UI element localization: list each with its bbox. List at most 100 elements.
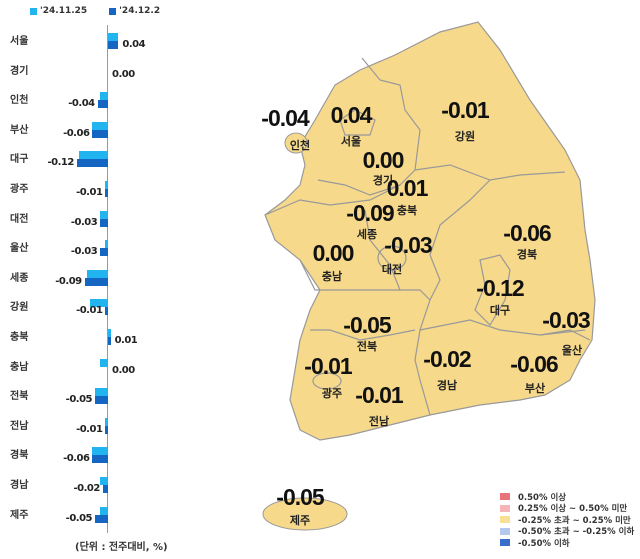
category-label: 서울: [10, 36, 29, 47]
map-legend: 0.50% 이상 0.25% 이상 ~ 0.50% 미만 -0.25% 초과 ~ 0…: [500, 491, 634, 549]
map-legend-item: -0.50% 초과 ~ -0.25% 이하: [500, 526, 634, 537]
data-label: -0.03: [70, 216, 98, 228]
region-value: -0.01: [355, 382, 403, 408]
bar-row: 인천 -0.04: [0, 89, 200, 119]
category-label: 대구: [10, 154, 29, 166]
region-name: 인천: [289, 139, 311, 152]
region-name: 경북: [516, 248, 538, 261]
data-label: -0.02: [73, 483, 100, 494]
map-legend-item: 0.25% 이상 ~ 0.50% 미만: [500, 503, 634, 514]
legend-swatch: [30, 7, 37, 15]
map-legend-item: -0.25% 초과 ~ 0.25% 미만: [500, 514, 634, 526]
bar-row: 세종 -0.09: [0, 267, 200, 297]
bar-prev: [92, 447, 108, 456]
bar-prev: [79, 151, 108, 160]
bar-curr: [105, 189, 108, 197]
data-label: -0.09: [55, 275, 82, 287]
bar-row: 경남 -0.02: [0, 474, 200, 504]
category-label: 강원: [10, 302, 29, 314]
legend-swatch: [500, 539, 510, 547]
bar-prev: [100, 506, 108, 515]
data-label: -0.06: [63, 453, 90, 465]
category-label: 부산: [10, 124, 29, 136]
category-label: 인천: [10, 95, 29, 107]
data-label: -0.03: [70, 246, 98, 258]
incheon-island-shape: [284, 132, 308, 154]
data-label: 0.00: [112, 68, 135, 80]
region-name: 광주: [321, 387, 343, 400]
category-label: 세종: [10, 272, 29, 284]
region-value: 0.00: [362, 147, 405, 173]
region-value: -0.01: [441, 97, 489, 123]
legend-swatch: [500, 504, 510, 512]
region-name: 울산: [561, 344, 583, 357]
category-label: 경기: [10, 65, 29, 77]
bar-row: 대전 -0.03: [0, 208, 200, 238]
region-name: 경남: [436, 379, 458, 392]
bar-prev: [87, 269, 108, 278]
data-label: 0.04: [122, 39, 146, 50]
data-label: -0.01: [76, 187, 103, 198]
bar-prev: [105, 240, 108, 249]
data-label: 0.01: [114, 335, 138, 346]
legend-swatch: [500, 516, 510, 524]
bar-curr: [108, 41, 119, 49]
legend-label: -0.50% 이하: [518, 538, 570, 549]
legend-item-prev: '24.11.25: [30, 6, 87, 16]
region-value: -0.06: [510, 351, 558, 377]
region-name: 경기: [372, 174, 394, 187]
map-legend-item: -0.50% 이하: [500, 537, 634, 549]
region-value: -0.09: [346, 200, 394, 226]
category-label: 전북: [10, 391, 29, 403]
bar-row: 전북 -0.05: [0, 385, 200, 415]
bar-row: 강원 -0.01: [0, 296, 200, 326]
region-name: 부산: [524, 382, 546, 395]
category-label: 충북: [10, 332, 29, 343]
region-name: 대구: [489, 304, 511, 317]
data-label: -0.05: [65, 512, 93, 524]
bar-prev: [100, 477, 108, 485]
data-label: -0.04: [68, 98, 95, 110]
bar-row: 충남 0.00: [0, 356, 200, 386]
category-label: 대전: [10, 213, 29, 225]
data-label: 0.00: [112, 364, 135, 376]
bar-prev: [89, 299, 108, 308]
region-name: 전북: [356, 340, 378, 353]
bar-row: 광주 -0.01: [0, 178, 200, 208]
bar-prev: [108, 329, 111, 337]
region-value: -0.12: [476, 275, 524, 301]
bar-row: 전남 -0.01: [0, 415, 200, 445]
bar-curr: [102, 485, 108, 493]
bar-row: 충북 0.01: [0, 326, 200, 356]
bar-curr: [100, 218, 108, 227]
region-name: 충북: [396, 204, 418, 217]
bar-curr: [97, 100, 108, 109]
region-value: -0.03: [542, 307, 590, 333]
data-label: -0.05: [65, 394, 93, 406]
bar-curr: [105, 425, 108, 434]
jeju-shape: [262, 497, 348, 531]
region-value: -0.04: [261, 105, 309, 131]
bar-prev: [100, 210, 108, 219]
data-label: -0.01: [76, 423, 103, 435]
chart-legend: '24.11.25 '24.12.2: [30, 6, 160, 16]
bar-curr: [105, 307, 108, 316]
bar-curr: [100, 248, 108, 257]
region-value: -0.05: [276, 484, 324, 510]
region-name: 전남: [368, 415, 390, 428]
region-borders: [264, 57, 591, 416]
bar-curr: [95, 514, 108, 523]
category-label: 울산: [10, 243, 29, 255]
bar-prev: [92, 121, 108, 130]
bar-prev: [105, 417, 108, 426]
region-value: 0.01: [386, 175, 429, 201]
region-value: -0.02: [423, 346, 471, 372]
category-label: 전남: [10, 420, 29, 432]
unit-note: (단위 : 전주대비, %): [75, 542, 168, 553]
legend-label: '24.11.25: [40, 6, 88, 16]
bar-prev: [108, 33, 119, 41]
bar-prev: [105, 181, 108, 189]
bar-prev: [95, 388, 108, 397]
region-value: -0.06: [503, 220, 551, 246]
